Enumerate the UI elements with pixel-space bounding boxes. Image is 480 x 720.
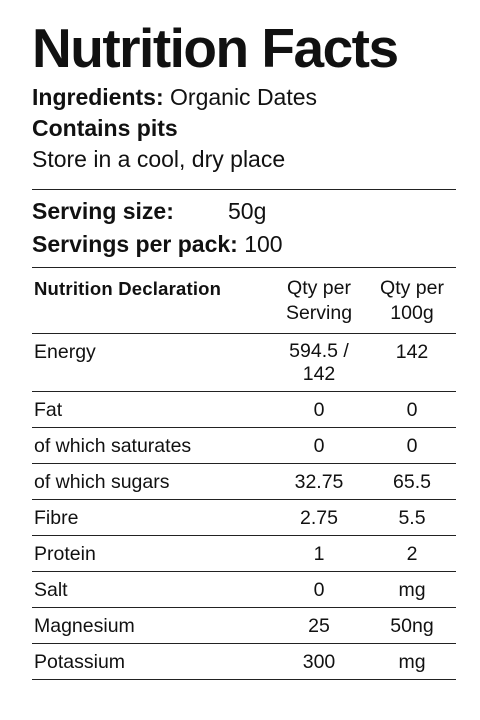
header-nutrition-declaration: Nutrition Declaration [32,268,270,334]
ingredients-value: Organic Dates [170,84,318,110]
page-title: Nutrition Facts [32,17,399,79]
row-name: Fibre [32,499,270,536]
row-per-100g: mg [368,643,456,680]
row-name: Magnesium [32,607,270,644]
table-row: of which sugars 32.75 65.5 [32,463,456,500]
header-qty-per-100g: Qty per 100g [368,268,456,334]
table-row: Potassium 300 mg [32,643,456,680]
row-name: Fat [32,391,270,428]
row-per-serving: 300 [270,643,368,680]
row-per-serving: 0 [270,391,368,428]
ingredients-label: Ingredients: [32,84,164,110]
row-name: Salt [32,571,270,608]
row-per-serving: 0 [270,571,368,608]
row-name: Protein [32,535,270,572]
row-name: of which saturates [32,427,270,464]
header-qty-per-serving-line1: Qty per [287,277,351,299]
row-per-100g: 50ng [368,607,456,644]
table-row: Energy 594.5 / 142 142 [32,333,456,392]
ingredients-line: Ingredients: Organic Dates [32,82,456,113]
row-name: of which sugars [32,463,270,500]
row-per-serving: 25 [270,607,368,644]
row-per-serving: 0 [270,427,368,464]
contains-line: Contains pits [32,115,178,141]
table-row: Fat 0 0 [32,391,456,428]
header-qty-per-100g-line1: Qty per [380,277,444,299]
row-per-serving: 32.75 [270,463,368,500]
row-per-100g: 0 [368,391,456,428]
row-per-serving: 1 [270,535,368,572]
row-per-100g: 5.5 [368,499,456,536]
table-row: of which saturates 0 0 [32,427,456,464]
nutrition-table: Nutrition Declaration Qty per Serving Qt… [32,268,456,680]
header-qty-per-100g-line2: 100g [390,302,434,324]
table-row: Fibre 2.75 5.5 [32,499,456,536]
serving-info: Serving size: 50g Servings per pack: 100 [32,190,456,267]
serving-size-label: Serving size: [32,198,174,224]
row-per-serving: 2.75 [270,499,368,536]
table-header-row: Nutrition Declaration Qty per Serving Qt… [32,268,456,334]
row-per-100g: mg [368,571,456,608]
energy-per-serving-line2: 142 [302,363,336,385]
servings-per-pack-label: Servings per pack: [32,231,238,257]
divider-table [32,267,456,268]
table-row: Magnesium 25 50ng [32,607,456,644]
row-name: Energy [32,333,270,392]
header-qty-per-serving: Qty per Serving [270,268,368,334]
table-row: Salt 0 mg [32,571,456,608]
servings-per-pack-value: 100 [244,231,283,257]
storage-line: Store in a cool, dry place [32,146,286,172]
divider-top [32,189,456,190]
row-per-100g: 65.5 [368,463,456,500]
serving-size-value: 50g [228,198,267,224]
row-per-serving: 594.5 / 142 [270,333,368,392]
row-per-100g: 2 [368,535,456,572]
serving-size-row: Serving size: 50g [32,195,456,228]
row-per-100g: 142 [368,333,456,392]
row-per-100g: 0 [368,427,456,464]
row-name: Potassium [32,643,270,680]
servings-per-pack-row: Servings per pack: 100 [32,228,456,261]
nutrition-facts-panel: Nutrition Facts Ingredients: Organic Dat… [32,14,456,680]
header-qty-per-serving-line2: Serving [285,302,353,324]
energy-per-serving-line1: 594.5 / [289,340,349,362]
table-row: Protein 1 2 [32,535,456,572]
